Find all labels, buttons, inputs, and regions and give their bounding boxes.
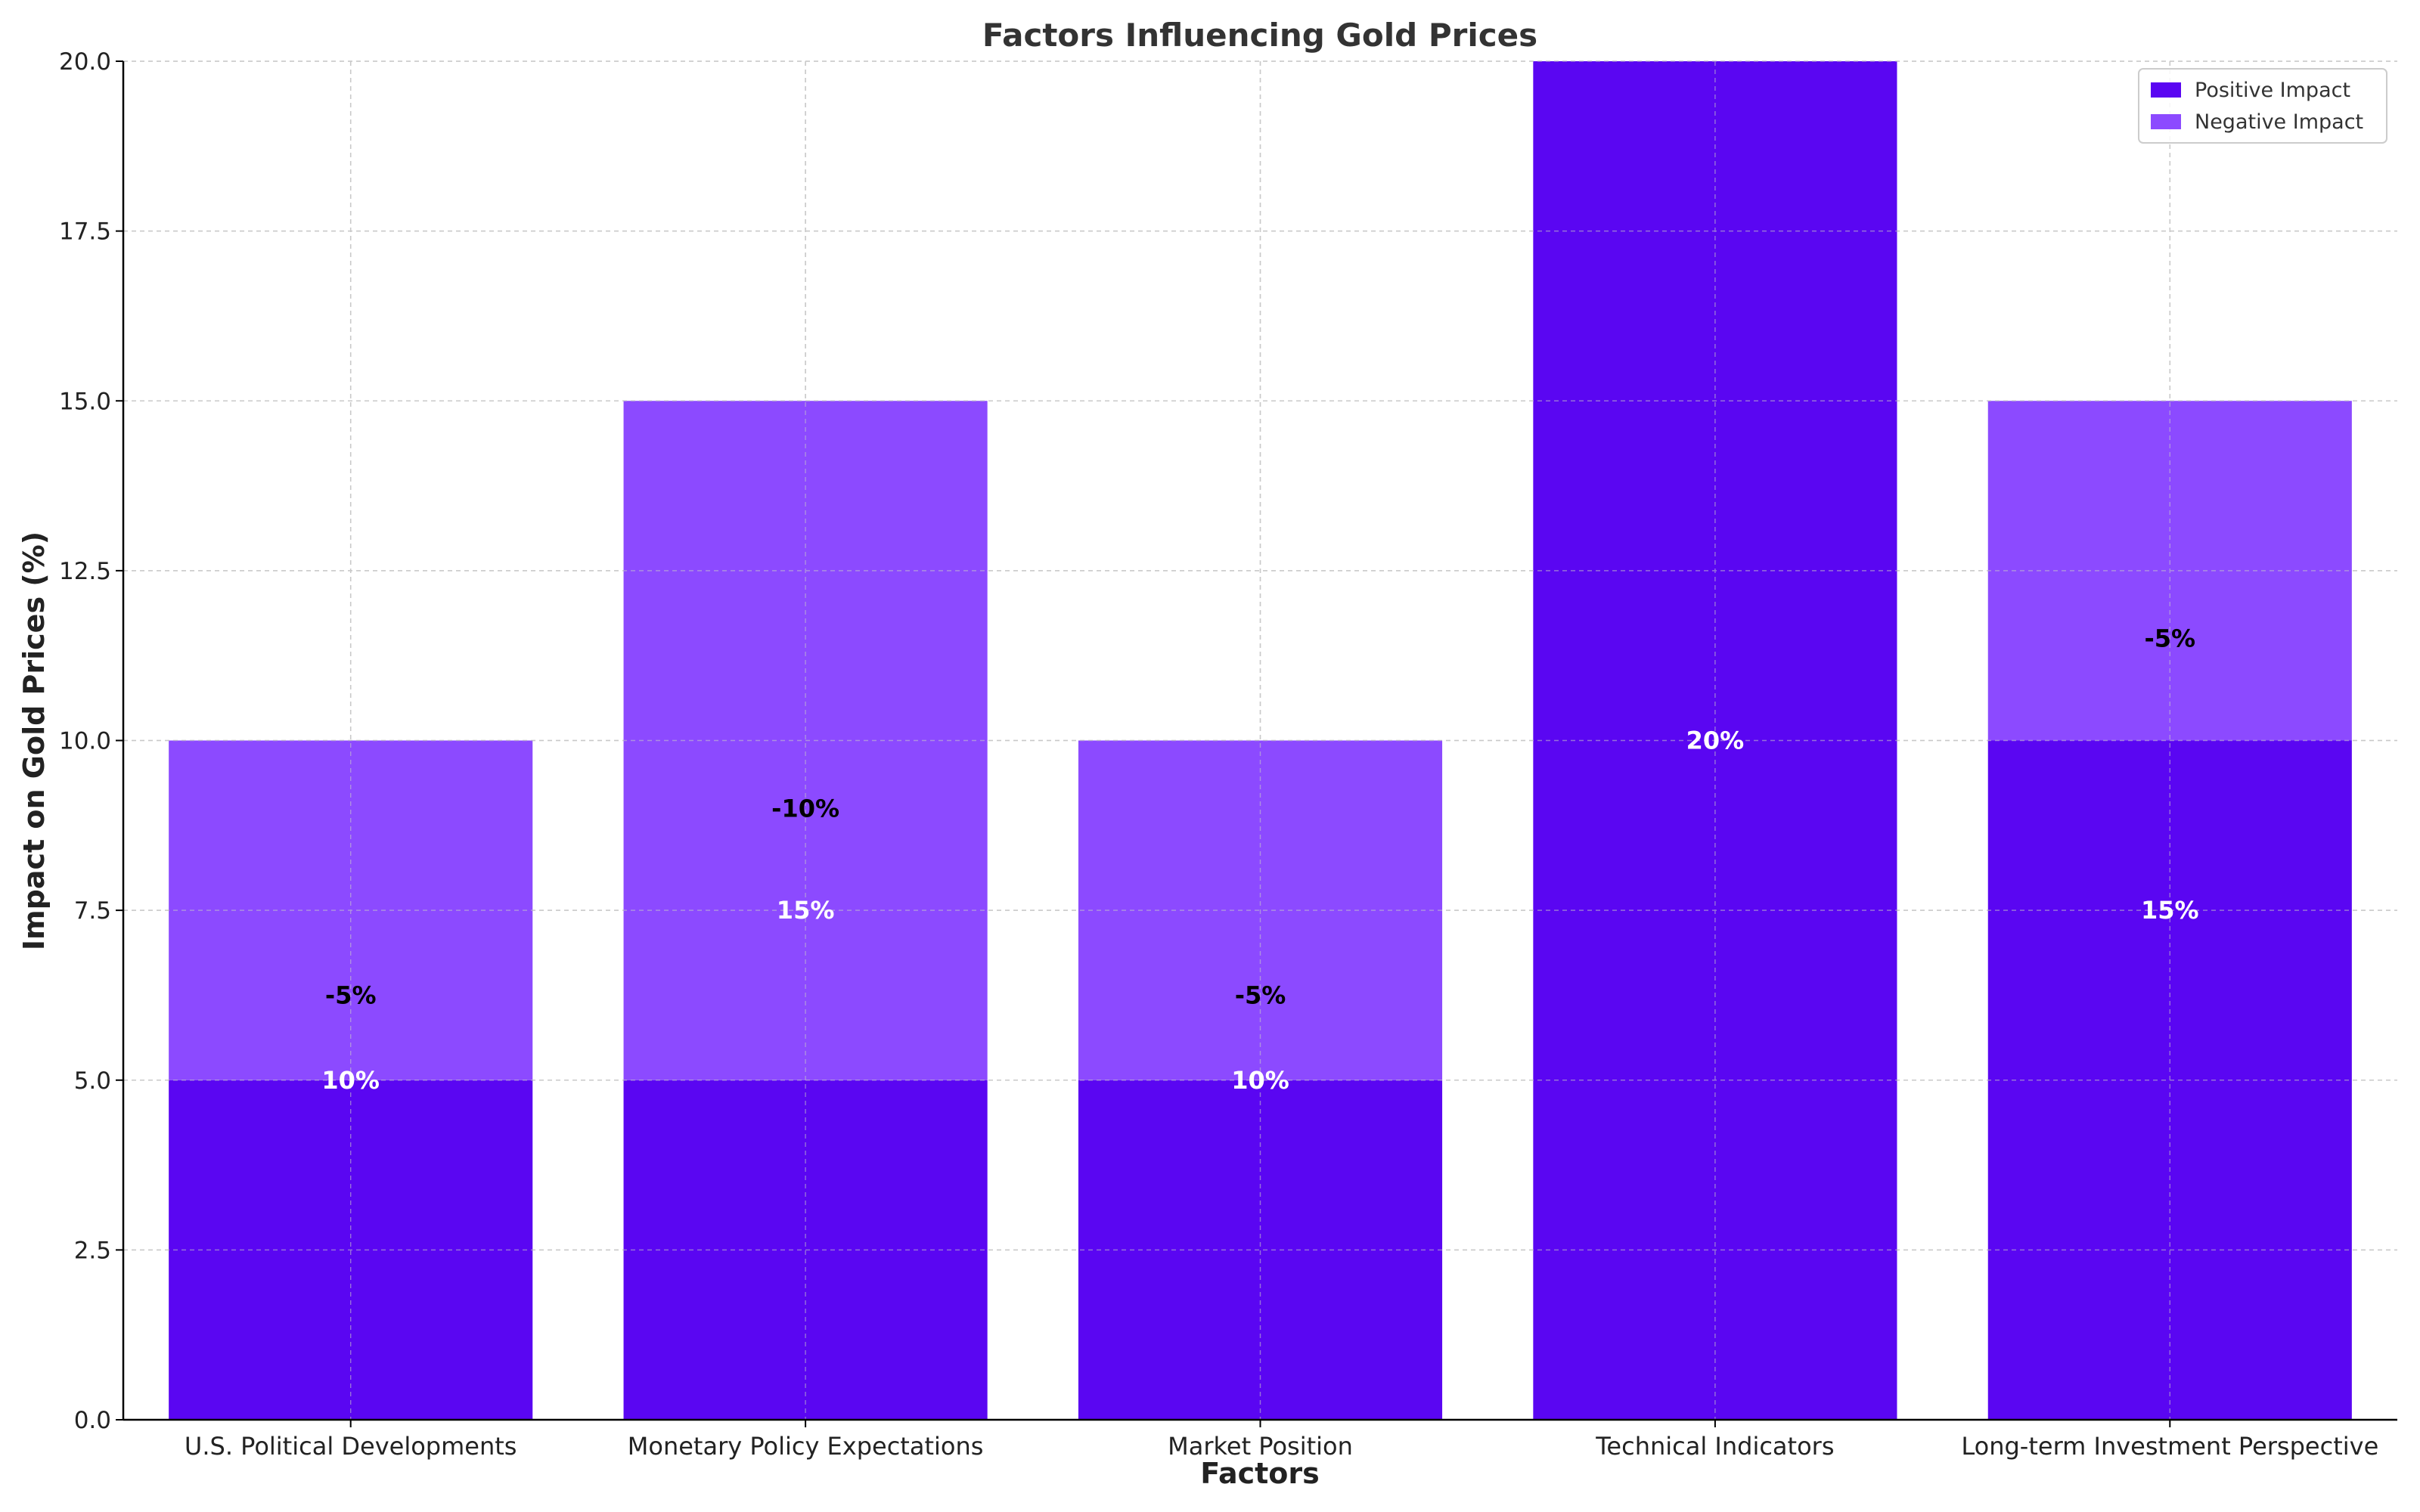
legend-box — [2138, 68, 2387, 144]
bars-layer — [123, 60, 2397, 1421]
y-tick-label: 7.5 — [74, 897, 111, 925]
data-label-negative: -5% — [325, 981, 377, 1009]
data-label-positive: 10% — [321, 1066, 380, 1095]
axes-layer: 0.0 2.5 5.0 7.5 10.0 12.5 15.0 17.5 20.0 U.S. Pol… — [59, 48, 2397, 1461]
legend: Positive Impact Negative Impact — [2138, 68, 2387, 144]
legend-swatch — [2151, 82, 2181, 98]
y-tick-label: 15.0 — [59, 388, 111, 415]
data-label-negative: -5% — [1235, 981, 1286, 1009]
y-tick-label: 2.5 — [74, 1237, 111, 1264]
x-tick-label: Monetary Policy Expectations — [628, 1432, 984, 1461]
y-axis-label: Impact on Gold Prices (%) — [17, 531, 51, 950]
data-label-positive: 10% — [1231, 1066, 1289, 1095]
data-label-negative: -5% — [2144, 624, 2195, 653]
data-labels-layer: 10% 15% 10% 20% 15% -5% -10% -5% -5% — [321, 624, 2198, 1095]
x-axis-label: Factors — [1200, 1457, 1320, 1490]
x-tick-label: Technical Indicators — [1595, 1432, 1834, 1461]
data-label-positive: 20% — [1686, 727, 1745, 755]
x-tick-label: Long-term Investment Perspective — [1961, 1432, 2378, 1461]
legend-label: Positive Impact — [2195, 79, 2350, 102]
data-label-positive: 15% — [777, 896, 835, 925]
grid-overlay — [123, 60, 2397, 1421]
y-tick-label: 10.0 — [59, 728, 111, 755]
y-tick-label: 0.0 — [74, 1407, 111, 1434]
data-label-negative: -10% — [771, 794, 839, 823]
y-tick-label: 20.0 — [59, 48, 111, 76]
y-tick-label: 12.5 — [59, 558, 111, 585]
data-label-positive: 15% — [2141, 896, 2199, 925]
y-tick-label: 5.0 — [74, 1067, 111, 1095]
x-tick-label: U.S. Political Developments — [185, 1432, 517, 1461]
y-tick-label: 17.5 — [59, 218, 111, 246]
legend-label: Negative Impact — [2195, 110, 2363, 134]
legend-swatch — [2151, 114, 2181, 129]
chart-title: Factors Influencing Gold Prices — [982, 17, 1537, 54]
x-tick-label: Market Position — [1168, 1432, 1353, 1461]
